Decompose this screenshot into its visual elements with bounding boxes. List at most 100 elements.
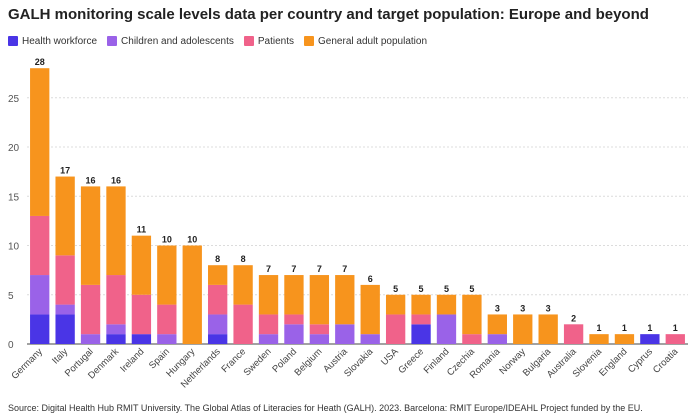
bar-segment xyxy=(80,284,101,335)
bar-segment xyxy=(589,334,609,344)
y-tick-label: 15 xyxy=(8,192,20,203)
bar-segment xyxy=(462,294,482,335)
bar-segment xyxy=(411,324,431,344)
bar-segment xyxy=(55,314,75,344)
bar-total-label: 7 xyxy=(291,264,296,274)
bar-segment xyxy=(436,294,457,315)
bar-total-label: 1 xyxy=(647,323,652,333)
bar-segment xyxy=(665,334,685,344)
legend-label: Health workforce xyxy=(22,35,98,47)
legend-label: Patients xyxy=(257,35,295,47)
bar-segment xyxy=(513,314,533,344)
bar-total-label: 1 xyxy=(622,323,627,333)
bar-total-label: 7 xyxy=(342,264,347,274)
bar-segment xyxy=(284,324,304,344)
x-tick-label: Ireland xyxy=(118,346,146,374)
x-tick-label: Cyprus xyxy=(626,346,655,375)
bar-total-label: 17 xyxy=(60,166,70,176)
bar-segment xyxy=(335,275,355,325)
bar-total-label: 10 xyxy=(162,235,172,245)
x-tick-label: Germany xyxy=(9,346,45,382)
legend-item: Patients xyxy=(243,35,295,47)
bar-segment xyxy=(284,275,304,315)
bar-total-label: 16 xyxy=(86,175,96,185)
bar-segment xyxy=(385,294,406,315)
x-tick-label: Italy xyxy=(50,346,70,366)
bar-segment xyxy=(55,304,75,315)
bar-total-label: 6 xyxy=(368,274,373,284)
bar-segment xyxy=(233,265,253,305)
bar-segment xyxy=(106,334,126,344)
bar-segment xyxy=(208,314,228,335)
bar-segment xyxy=(106,324,126,335)
bar-total-label: 10 xyxy=(187,235,197,245)
bar-segment xyxy=(436,314,457,344)
bar-total-label: 3 xyxy=(520,303,525,313)
bar-total-label: 16 xyxy=(111,175,121,185)
bar-segment xyxy=(131,334,152,344)
legend-label: General adult population xyxy=(318,35,428,47)
bar-segment xyxy=(55,255,75,305)
legend-swatch xyxy=(107,36,118,46)
bar-total-label: 5 xyxy=(393,284,398,294)
bar-segment xyxy=(309,275,330,325)
y-tick-label: 10 xyxy=(8,242,20,253)
bar-segment xyxy=(80,334,101,344)
bar-segment xyxy=(335,324,355,344)
bar-segment xyxy=(258,334,279,344)
bar-total-label: 3 xyxy=(495,303,500,313)
bar-segment xyxy=(614,334,635,344)
bar-segment xyxy=(208,265,228,285)
bar-total-label: 11 xyxy=(137,225,147,235)
bar-segment xyxy=(80,186,101,285)
legend-item: General adult population xyxy=(304,36,427,47)
y-tick-label: 0 xyxy=(8,340,14,351)
bar-segment xyxy=(157,334,177,344)
bar-total-label: 8 xyxy=(215,254,220,264)
bar-segment xyxy=(30,215,50,276)
legend-item: Children and adolescents xyxy=(107,36,234,47)
legend-swatch xyxy=(8,36,18,46)
bar-segment xyxy=(233,304,253,344)
legend-swatch xyxy=(243,36,254,46)
bar-total-label: 8 xyxy=(241,254,246,264)
bar-total-label: 5 xyxy=(469,284,474,294)
y-tick-label: 5 xyxy=(8,291,14,302)
bar-segment xyxy=(360,334,380,344)
bar-segment xyxy=(258,314,279,335)
x-tick-label: Sweden xyxy=(242,346,274,378)
bar-segment xyxy=(411,314,431,325)
bar-segment xyxy=(284,314,304,325)
legend-item: Health workforce xyxy=(8,36,97,47)
bar-segment xyxy=(462,334,482,344)
bar-total-label: 1 xyxy=(597,323,602,333)
bar-total-label: 5 xyxy=(444,284,449,294)
bar-segment xyxy=(309,324,330,335)
legend: Health workforce Children and adolescents… xyxy=(8,34,427,48)
bar-total-label: 7 xyxy=(317,264,322,274)
bar-segment xyxy=(208,334,228,344)
bar-segment xyxy=(131,235,152,295)
bar-segment xyxy=(30,314,50,344)
bar-total-label: 3 xyxy=(546,303,551,313)
bar-segment xyxy=(487,314,507,335)
bar-segment xyxy=(30,68,50,216)
legend-swatch xyxy=(304,36,315,46)
bar-total-label: 7 xyxy=(266,264,271,274)
bar-segment xyxy=(309,334,330,344)
bar-segment xyxy=(487,334,507,344)
bar-segment xyxy=(106,186,126,276)
bar-segment xyxy=(360,284,380,335)
bar-segment xyxy=(538,314,558,344)
bar-segment xyxy=(55,176,75,256)
bar-segment xyxy=(258,275,279,315)
x-tick-label: Greece xyxy=(396,346,426,376)
bar-total-label: 1 xyxy=(673,323,678,333)
bar-segment xyxy=(157,245,177,305)
bar-segment xyxy=(30,275,50,315)
bar-segment xyxy=(131,294,152,335)
x-tick-label: Slovakia xyxy=(342,346,376,380)
bar-total-label: 5 xyxy=(419,284,424,294)
source-note: Source: Digital Health Hub RMIT Universi… xyxy=(8,403,643,413)
y-tick-label: 20 xyxy=(8,143,20,154)
